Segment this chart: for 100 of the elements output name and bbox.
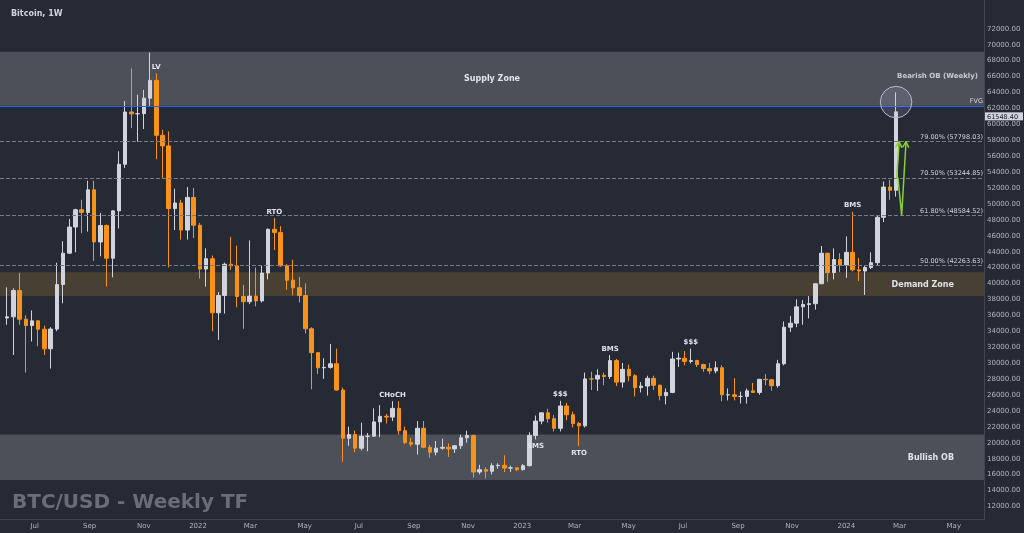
candlestick xyxy=(92,180,96,262)
candlestick xyxy=(695,359,699,368)
candlestick xyxy=(508,465,513,473)
candlestick xyxy=(316,352,320,375)
candlestick xyxy=(857,257,861,282)
candlestick xyxy=(776,359,780,389)
candlestick xyxy=(682,350,687,366)
candlestick xyxy=(732,377,737,401)
candlestick xyxy=(428,444,432,459)
candlestick xyxy=(17,272,22,326)
candlestick xyxy=(247,239,252,305)
candlestick xyxy=(30,309,34,342)
candlestick xyxy=(61,240,65,304)
candlestick xyxy=(782,321,786,366)
band-label: Bullish OB xyxy=(907,452,954,462)
candlestick xyxy=(589,371,594,391)
candlestick xyxy=(863,264,867,296)
candlestick xyxy=(241,284,246,330)
text: Bitcoin, 1W xyxy=(11,8,63,18)
candlestick xyxy=(48,326,53,370)
candlestick xyxy=(334,348,339,392)
candlestick xyxy=(745,387,749,405)
candlestick xyxy=(235,245,239,308)
candlestick xyxy=(42,325,47,356)
candlestick xyxy=(888,179,892,201)
candlestick xyxy=(341,387,345,463)
candlestick xyxy=(98,212,103,257)
candlestick xyxy=(614,358,619,387)
candlestick xyxy=(825,252,830,283)
candlestick xyxy=(496,462,500,470)
candlestick xyxy=(720,364,724,402)
candlestick xyxy=(546,408,550,424)
candlestick xyxy=(440,438,445,451)
candlestick xyxy=(838,252,842,273)
candlestick xyxy=(415,420,420,456)
candlestick xyxy=(651,375,656,391)
candlestick xyxy=(738,391,743,405)
candlestick xyxy=(260,264,264,303)
candlestick xyxy=(229,236,233,271)
candlestick xyxy=(714,360,718,374)
candlestick xyxy=(148,52,152,107)
candlestick xyxy=(664,387,668,405)
candlestick xyxy=(104,223,109,288)
candlestick xyxy=(639,381,643,393)
candlestick xyxy=(390,400,395,422)
candlestick xyxy=(5,286,9,326)
band-label: Demand Zone xyxy=(891,279,955,289)
candlestick xyxy=(36,319,40,347)
candlestick xyxy=(571,411,575,428)
candlestick xyxy=(471,434,476,479)
candlestick xyxy=(421,420,426,449)
candlestick xyxy=(129,67,134,129)
candlestick xyxy=(328,343,333,370)
candlestick xyxy=(515,466,519,472)
candlestick xyxy=(844,235,849,279)
candlestick xyxy=(459,434,463,450)
candlestick xyxy=(204,247,208,288)
candlestick xyxy=(452,444,457,454)
candlestick xyxy=(86,180,90,233)
candlestick xyxy=(322,357,326,380)
candlestick xyxy=(577,421,581,447)
candlestick xyxy=(477,464,482,475)
candlestick xyxy=(384,413,389,424)
candlestick xyxy=(210,255,215,332)
candlestick xyxy=(832,247,836,280)
candlestick xyxy=(254,266,258,307)
candlestick xyxy=(378,404,382,438)
candlestick xyxy=(55,262,59,332)
candlestick xyxy=(658,383,662,401)
candlestick xyxy=(757,378,762,396)
candlestick xyxy=(552,414,556,432)
candlestick xyxy=(347,426,351,447)
candlestick xyxy=(285,263,289,291)
candlestick xyxy=(359,422,364,452)
candlestick xyxy=(291,259,295,296)
candlestick xyxy=(558,400,563,432)
candlestick xyxy=(801,299,805,326)
candlestick xyxy=(645,375,650,397)
candlestick xyxy=(564,402,569,421)
candlestick xyxy=(372,407,376,438)
candlestick xyxy=(602,372,606,386)
candlestick xyxy=(191,187,196,239)
candlestick xyxy=(135,94,140,143)
candlestick xyxy=(689,348,693,364)
candlestick xyxy=(403,426,407,445)
candlestick xyxy=(365,432,370,452)
candlestick xyxy=(627,364,631,382)
candlestick xyxy=(521,463,525,471)
candlestick xyxy=(198,222,202,280)
candlestick xyxy=(620,362,625,389)
candlestick xyxy=(595,368,600,392)
candlestick xyxy=(484,466,488,479)
candlestick xyxy=(397,400,401,436)
candlestick xyxy=(24,314,28,374)
candlestick xyxy=(751,382,755,393)
candlestick xyxy=(807,295,811,319)
candlestick xyxy=(465,430,469,444)
candlestick xyxy=(173,188,177,231)
annotation: BTC/USD - Weekly TF xyxy=(12,489,249,513)
candlestick xyxy=(266,227,270,280)
